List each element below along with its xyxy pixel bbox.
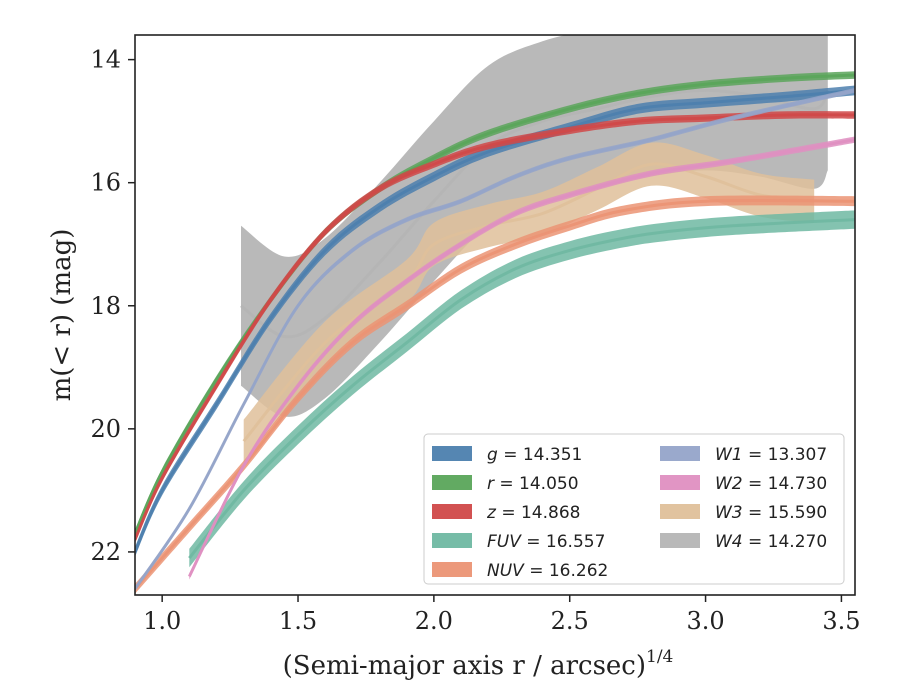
legend-label-z: z = 14.868 <box>486 503 580 523</box>
y-axis-title: m(< r) (mag) <box>47 229 77 402</box>
legend: g = 14.351 r = 14.050 z = 14.868 FUV = 16.5… <box>423 433 845 585</box>
legend-swatch-z <box>432 504 472 519</box>
legend-value-z: = 14.868 <box>496 503 581 523</box>
legend-swatch-fuv <box>432 533 472 548</box>
legend-value-w1: = 13.307 <box>743 445 828 465</box>
legend-swatch-w4 <box>660 533 700 548</box>
y-tick-label: 14 <box>90 46 121 74</box>
legend-swatch-g <box>432 446 472 461</box>
y-tick-label: 20 <box>90 415 121 443</box>
x-axis-title-exponent: 1/4 <box>646 647 673 667</box>
series-line-w2 <box>187 138 855 578</box>
plot-frame <box>134 34 856 596</box>
legend-label-nuv: NUV = 16.262 <box>487 561 608 581</box>
legend-label-r: r = 14.050 <box>487 474 579 494</box>
series-w2 <box>187 136 855 580</box>
x-axis-title-text: (Semi-major axis r / arcsec) <box>283 651 646 681</box>
legend-value-r: = 14.050 <box>494 474 579 494</box>
x-axis-title: (Semi-major axis r / arcsec)1/4 <box>283 647 674 681</box>
x-tick-label: 1.5 <box>279 607 317 635</box>
legend-value-g: = 14.351 <box>498 445 583 465</box>
legend-value-w2: = 14.730 <box>743 474 828 494</box>
legend-label-g: g = 14.351 <box>487 445 582 465</box>
legend-value-w4: = 14.270 <box>743 532 828 552</box>
series-layer <box>135 35 855 594</box>
x-axis-ticks: 1.0 1.5 2.0 2.5 3.0 3.5 <box>143 595 861 635</box>
legend-label-w4: W4 = 14.270 <box>715 532 827 552</box>
x-tick-label: 3.0 <box>686 607 724 635</box>
legend-value-w3: = 15.590 <box>743 503 828 523</box>
series-g <box>135 85 855 557</box>
legend-value-fuv: = 16.557 <box>521 532 606 552</box>
series-line-w1 <box>135 88 855 590</box>
series-nuv <box>135 195 855 594</box>
legend-value-nuv: = 16.262 <box>524 561 609 581</box>
y-tick-label: 18 <box>90 292 121 320</box>
y-tick-label: 22 <box>90 538 121 566</box>
legend-swatch-w3 <box>660 504 700 519</box>
x-tick-label: 3.5 <box>822 607 860 635</box>
series-line-nuv <box>135 198 855 590</box>
legend-label-w2: W2 = 14.730 <box>715 474 827 494</box>
legend-swatch-w2 <box>660 475 700 490</box>
y-axis-ticks: 14 16 18 20 22 <box>90 46 135 566</box>
series-line-r <box>135 73 855 535</box>
series-line-z <box>135 113 855 541</box>
x-tick-label: 2.5 <box>551 607 589 635</box>
series-line-fuv <box>188 218 855 560</box>
legend-swatch-w1 <box>660 446 700 461</box>
legend-label-w1: W1 = 13.307 <box>715 445 827 465</box>
series-w1 <box>135 87 855 592</box>
series-z <box>135 111 855 544</box>
series-fuv <box>188 210 855 568</box>
legend-label-w3: W3 = 15.590 <box>715 503 827 523</box>
legend-swatch-nuv <box>432 562 472 577</box>
x-tick-label: 1.0 <box>143 607 181 635</box>
y-tick-label: 16 <box>90 169 121 197</box>
x-tick-label: 2.0 <box>415 607 453 635</box>
legend-label-fuv: FUV = 16.557 <box>487 532 605 552</box>
series-r <box>135 71 855 538</box>
legend-frame <box>423 433 845 585</box>
series-line-g <box>135 88 855 553</box>
series-line-w3 <box>242 162 815 443</box>
legend-swatch-r <box>432 475 472 490</box>
